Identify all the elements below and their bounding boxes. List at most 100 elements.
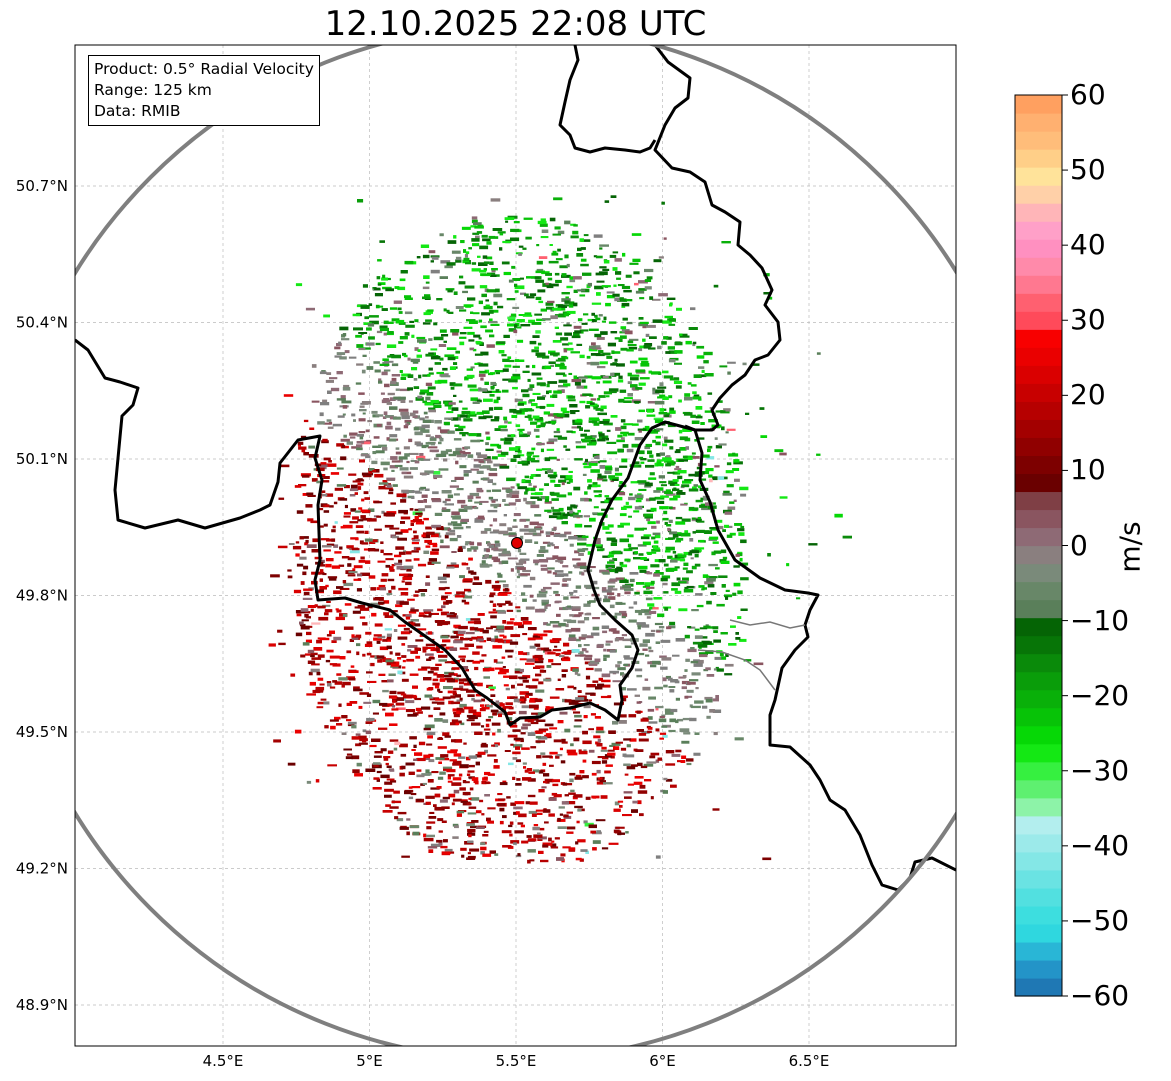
echo-pixel [334,346,341,350]
echo-pixel [699,504,708,508]
echo-pixel [510,634,521,638]
echo-pixel [439,712,446,716]
echo-pixel [560,853,566,857]
echo-pixel [306,544,317,548]
echo-pixel [468,709,477,714]
echo-pixel [512,373,521,377]
echo-pixel [594,455,600,459]
echo-pixel [475,714,482,718]
echo-pixel [662,320,672,324]
echo-pixel [669,506,673,509]
echo-pixel [732,592,737,596]
echo-pixel [638,409,645,413]
echo-pixel [288,543,295,545]
echo-pixel [579,294,586,297]
echo-pixel [428,338,433,341]
echo-pixel [636,674,643,678]
echo-pixel [496,396,501,400]
echo-pixel [468,339,475,342]
colorbar-swatch [1015,761,1062,781]
echo-pixel [534,698,541,703]
echo-pixel [555,755,560,759]
echo-pixel [675,697,680,701]
echo-pixel [440,644,447,647]
echo-pixel [694,732,700,735]
echo-pixel [458,625,468,630]
echo-pixel [745,412,750,415]
echo-pixel [556,613,561,617]
echo-pixel [425,526,432,530]
echo-pixel [399,336,408,340]
echo-pixel [498,798,506,801]
echo-pixel [590,402,595,405]
echo-pixel [573,289,578,293]
echo-pixel [581,288,590,293]
echo-pixel [355,733,361,736]
echo-pixel [665,750,675,754]
echo-pixel [486,548,490,553]
echo-pixel [502,550,511,554]
echo-pixel [486,436,491,441]
echo-pixel [685,455,695,459]
echo-pixel [652,607,659,610]
echo-pixel [571,707,576,711]
echo-pixel [704,581,714,585]
echo-pixel [685,340,692,345]
echo-pixel [365,768,376,772]
echo-pixel [607,451,618,455]
echo-pixel [514,359,520,362]
echo-pixel [614,297,620,302]
echo-pixel [336,609,342,613]
echo-pixel [300,581,305,585]
echo-pixel [343,384,350,388]
echo-pixel [301,449,306,453]
echo-pixel [553,526,557,531]
echo-pixel [362,739,367,743]
echo-pixel [579,565,589,570]
echo-pixel [692,641,703,645]
echo-pixel [483,458,492,461]
echo-pixel [524,475,529,479]
echo-pixel [572,230,579,235]
echo-pixel [464,253,468,258]
echo-pixel [343,515,351,518]
echo-pixel [523,766,527,769]
echo-pixel [445,498,451,502]
echo-pixel [550,492,560,496]
echo-pixel [449,366,456,370]
echo-pixel [383,600,390,604]
echo-pixel [395,427,401,431]
echo-pixel [433,405,442,408]
echo-pixel [452,798,462,802]
echo-pixel [666,524,672,527]
echo-pixel [401,471,407,474]
echo-pixel [606,537,616,541]
echo-pixel [452,516,461,520]
echo-pixel [488,544,494,549]
echo-pixel [533,532,537,535]
echo-pixel [513,744,523,748]
echo-pixel [572,606,581,610]
echo-pixel [547,544,551,547]
echo-pixel [378,444,387,447]
echo-pixel [491,456,498,460]
echo-pixel [552,307,562,311]
echo-pixel [621,506,627,510]
echo-pixel [321,545,332,548]
echo-pixel [485,299,489,302]
echo-pixel [433,647,437,651]
echo-pixel [554,601,560,604]
echo-pixel [638,288,647,291]
echo-pixel [659,506,669,510]
echo-pixel [558,806,565,809]
echo-pixel [348,473,357,476]
echo-pixel [629,738,637,742]
echo-pixel [566,285,573,289]
radar-site-marker[interactable] [511,537,523,549]
echo-pixel [590,566,596,569]
echo-pixel [423,615,432,618]
echo-pixel [508,532,516,535]
echo-pixel [558,507,564,512]
echo-pixel [417,395,423,399]
